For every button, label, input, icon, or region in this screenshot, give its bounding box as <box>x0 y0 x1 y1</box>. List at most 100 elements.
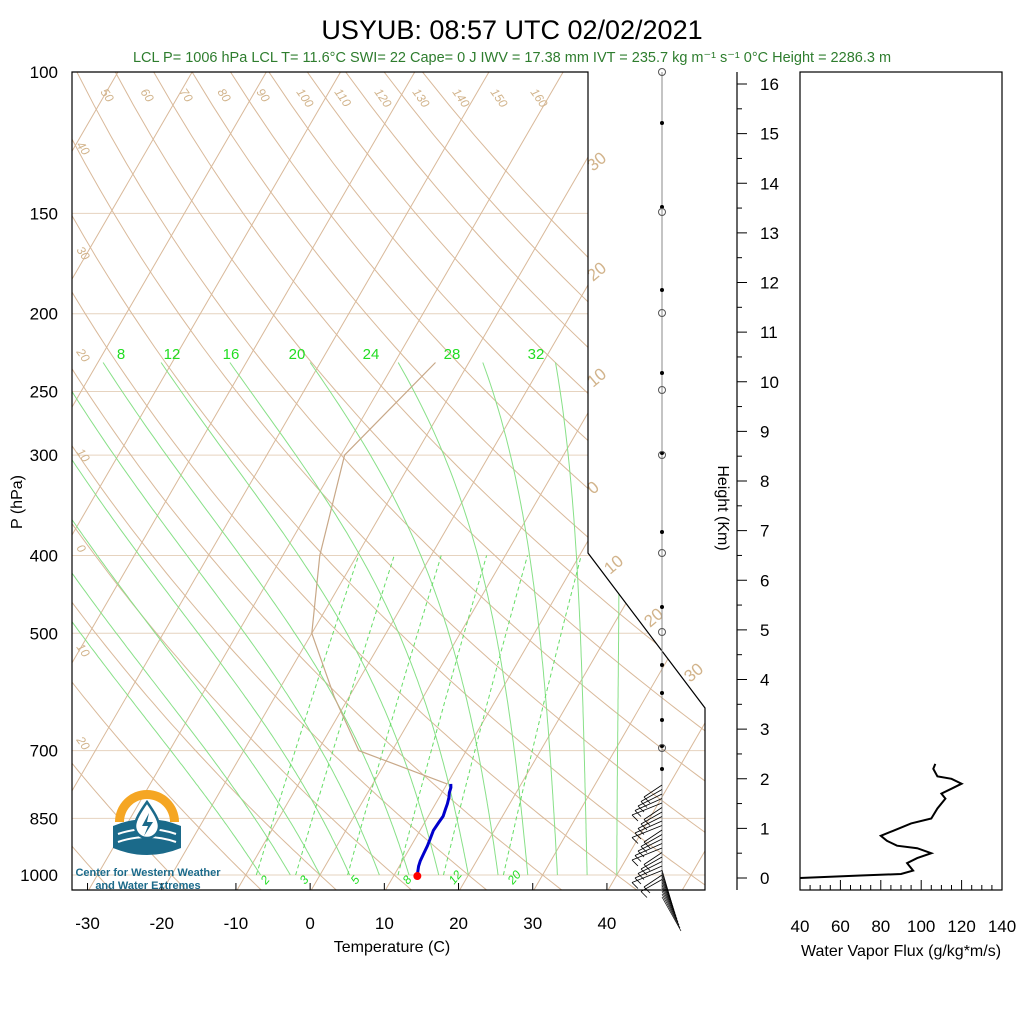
flux-tick-label: 140 <box>988 917 1016 936</box>
dry-adiabat-label: 150 <box>488 86 511 111</box>
logo-sun-arc <box>115 790 179 822</box>
wind-barb <box>643 874 663 888</box>
moist-adiabat-line <box>229 362 469 876</box>
wind-calm-dot <box>660 663 664 667</box>
height-tick-label: 10 <box>760 373 779 392</box>
isotherm-line <box>72 72 416 890</box>
skewt-frame <box>71 71 706 891</box>
isotherm-line <box>72 72 341 890</box>
height-tick-label: 0 <box>760 869 769 888</box>
temperature-tick-label: 30 <box>523 914 542 933</box>
wind-barb <box>637 861 663 874</box>
height-axis-label: Height (Km) <box>714 465 731 550</box>
isotherm-line <box>161 72 638 890</box>
isotherm-label: 20 <box>583 258 610 285</box>
flux-line <box>799 763 964 879</box>
wind-barb <box>631 825 663 838</box>
sounding-line <box>416 783 453 876</box>
mixing-ratio-line <box>255 555 360 876</box>
mixing-ratio-line <box>347 555 442 876</box>
chart-title: USYUB: 08:57 UTC 02/02/2021 <box>321 15 702 45</box>
wind-barb <box>634 865 663 879</box>
moist-adiabat-label: 24 <box>363 346 380 363</box>
x-axis-label: Temperature (C) <box>334 939 450 956</box>
temperature-tick-label: -20 <box>149 914 174 933</box>
isotherm-line <box>72 72 267 890</box>
height-tick-label: 5 <box>760 621 769 640</box>
height-tick-label: 9 <box>760 422 769 441</box>
wind-barb <box>643 852 663 865</box>
wind-level-circle <box>658 309 666 317</box>
height-tick-label: 15 <box>760 125 779 144</box>
dry-adiabat-label: 70 <box>177 86 196 105</box>
cw3e-logo: Center for Western Weather and Water Ext… <box>75 790 221 892</box>
wind-barb <box>661 881 677 917</box>
wind-barb <box>661 887 679 923</box>
dry-adiabat-label: 130 <box>410 86 433 111</box>
wind-calm-dot <box>660 691 664 695</box>
isotherm-label: 30 <box>680 659 707 686</box>
wind-barb-flag <box>640 868 648 876</box>
dry-adiabat-label: 10 <box>74 641 93 660</box>
dry-adiabat-label: 160 <box>528 86 551 111</box>
dry-adiabat-line <box>76 72 705 890</box>
wind-barb <box>643 829 663 843</box>
moist-adiabat-line <box>160 362 440 876</box>
wind-barb <box>634 798 663 811</box>
logo-text-line2: and Water Extremes <box>95 880 200 892</box>
height-tick-label: 8 <box>760 472 769 491</box>
wind-barb <box>640 879 663 892</box>
dry-adiabat-line <box>72 72 490 890</box>
pressure-tick-label: 850 <box>30 809 58 828</box>
wind-barb <box>640 834 663 847</box>
mixing-ratio-label: 20 <box>504 867 524 887</box>
wind-barb <box>661 893 681 929</box>
wind-barb-flag <box>631 882 639 889</box>
temperature-tick-label: 20 <box>449 914 468 933</box>
temperature-tick-label: 10 <box>375 914 394 933</box>
isotherm-line <box>87 72 564 890</box>
wind-calm-dot <box>660 371 664 375</box>
height-tick-label: 6 <box>760 571 769 590</box>
wind-barb <box>631 802 663 816</box>
stats-line: LCL P= 1006 hPa LCL T= 11.6°C SWI= 22 Ca… <box>133 50 891 66</box>
height-tick-label: 2 <box>760 770 769 789</box>
dry-adiabat-label: 80 <box>215 86 234 105</box>
height-tick-label: 3 <box>760 720 769 739</box>
wind-barb-flag <box>640 823 648 831</box>
wind-barb-flag <box>634 832 642 840</box>
wind-barb-flag <box>631 814 639 822</box>
moist-adiabat-label: 16 <box>223 346 240 363</box>
height-tick-label: 4 <box>760 671 769 690</box>
wind-barb-flag <box>634 877 642 885</box>
temperature-tick-label: -10 <box>224 914 249 933</box>
wind-barb <box>643 807 663 820</box>
skewt-background <box>72 72 705 890</box>
wind-barb <box>637 816 663 829</box>
wind-barb-flag <box>640 891 648 898</box>
wind-barb <box>661 896 682 932</box>
wind-barb-flag <box>634 855 642 862</box>
isotherm-line <box>680 72 705 890</box>
wind-calm-dot <box>660 121 664 125</box>
wind-level-circle <box>658 549 666 557</box>
wind-barb-flag <box>643 819 651 826</box>
mixing-ratio-line <box>295 555 395 876</box>
logo-text-line1: Center for Western Weather <box>75 867 221 879</box>
dry-adiabat-label: 60 <box>138 86 157 105</box>
moist-adiabat-line <box>72 362 380 876</box>
flux-axis-label: Water Vapor Flux (g/kg*m/s) <box>801 943 1001 960</box>
isotherm-label: 30 <box>583 148 610 175</box>
pressure-tick-label: 400 <box>30 546 58 565</box>
flux-tick-label: 80 <box>871 917 890 936</box>
moist-adiabat-line <box>72 362 321 876</box>
wind-level-circle <box>658 451 666 459</box>
isotherm-line <box>72 72 490 890</box>
wind-barb <box>640 811 663 825</box>
wind-calm-dot <box>660 288 664 292</box>
wind-level-circle <box>658 386 666 394</box>
moist-adiabat-label: 28 <box>444 346 461 363</box>
isotherm-label: 0 <box>583 477 602 498</box>
dry-adiabat-line <box>306 72 705 890</box>
